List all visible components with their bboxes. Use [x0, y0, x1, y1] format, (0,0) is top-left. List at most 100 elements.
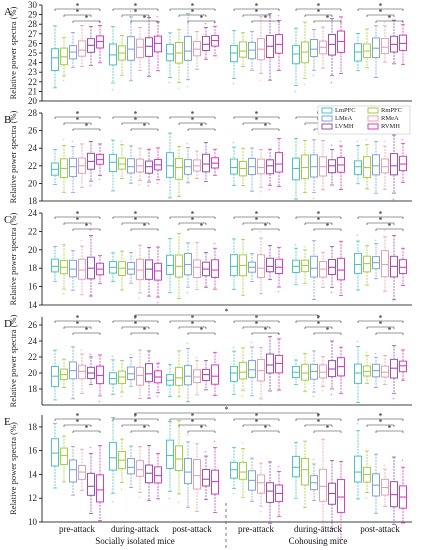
- y-tick-label: 16: [28, 282, 38, 292]
- box-LVMH: [145, 350, 153, 399]
- box-RVMH: +: [154, 246, 162, 306]
- outlier: +: [303, 245, 306, 250]
- significance-star: *: [379, 320, 383, 329]
- between-group-bracket: *: [134, 405, 319, 417]
- box-RmPFC: [301, 440, 309, 508]
- outlier: +: [330, 291, 333, 296]
- significance-star: *: [85, 326, 89, 335]
- outlier: +: [186, 86, 189, 91]
- box-iqr: [399, 34, 407, 51]
- box-RMeA: [193, 242, 201, 291]
- significance-star: *: [76, 116, 80, 125]
- y-axis-label: Relative power spectra (%): [8, 6, 18, 99]
- significance-bracket: *: [130, 326, 159, 335]
- box-RVMH: [337, 240, 345, 296]
- outlier: +: [374, 239, 377, 244]
- box-iqr: [166, 254, 174, 275]
- box-LMeA: +: [184, 242, 192, 296]
- y-tick-label: 29: [28, 10, 38, 20]
- outlier: +: [312, 395, 315, 400]
- legend-swatch-LMeA: [321, 115, 333, 122]
- box-iqr: [51, 438, 59, 467]
- box-LVMH: [266, 13, 274, 81]
- outlier: +: [232, 142, 235, 147]
- box-LVMH: [145, 445, 153, 501]
- outlier: +: [168, 81, 171, 86]
- outlier: +: [392, 198, 395, 203]
- box-LmPFC: [166, 364, 174, 398]
- box-LmPFC: [292, 137, 300, 200]
- outlier: +: [120, 395, 123, 400]
- box-iqr: [145, 363, 153, 383]
- significance-bracket: *: [187, 14, 216, 23]
- box-LmPFC: +: [354, 422, 362, 500]
- significance-bracket: *: [187, 424, 216, 433]
- legend-swatch-LmPFC: [321, 107, 333, 114]
- box-LmPFC: [109, 139, 117, 192]
- group-label-isolated: Socially isolated mice: [95, 536, 174, 546]
- significance-bracket: *: [121, 418, 150, 427]
- box-iqr: [78, 40, 86, 57]
- box-RMeA: +: [193, 356, 201, 396]
- y-tick-label: 28: [28, 19, 38, 29]
- box-iqr: [145, 37, 153, 57]
- significance-star: *: [326, 424, 330, 433]
- significance-bracket: *: [130, 14, 159, 23]
- significance-star: *: [134, 412, 138, 421]
- significance-star: *: [134, 320, 138, 329]
- box-iqr: [381, 158, 389, 174]
- box-RVMH: +: [275, 465, 283, 517]
- significance-bracket: *: [375, 222, 404, 231]
- outlier: +: [303, 83, 306, 88]
- significance-star: *: [264, 424, 268, 433]
- box-RmPFC: +: [363, 351, 371, 384]
- box-RMeA: +: [257, 346, 265, 408]
- box-LmPFC: +: [230, 346, 238, 395]
- box-iqr: [184, 457, 192, 485]
- x-condition-label: post-attack: [360, 524, 400, 534]
- box-LMeA: +: [372, 353, 380, 388]
- y-tick-label: 10: [28, 517, 38, 527]
- outlier: +: [177, 501, 180, 506]
- box-RMeA: [319, 26, 327, 69]
- significance-star: *: [76, 2, 80, 11]
- box-RmPFC: +: [301, 21, 309, 88]
- box-iqr: [109, 153, 117, 172]
- box-RVMH: +: [399, 459, 407, 524]
- significance-star: *: [317, 412, 321, 421]
- outlier: +: [383, 21, 386, 26]
- y-tick-label: 26: [28, 320, 38, 330]
- box-iqr: [275, 354, 283, 374]
- y-tick-label: 18: [28, 196, 38, 206]
- box-iqr: [266, 159, 274, 175]
- box-LMeA: +: [310, 139, 318, 202]
- box-RmPFC: [301, 353, 309, 393]
- box-LmPFC: [51, 149, 59, 185]
- legend-label-LVMH: LVMH: [335, 123, 354, 130]
- significance-bracket: *: [304, 216, 333, 225]
- significance-bracket: *: [63, 116, 92, 125]
- box-RmPFC: [175, 350, 183, 398]
- box-RmPFC: [118, 250, 126, 291]
- outlier: +: [138, 297, 141, 302]
- significance-star: *: [255, 314, 259, 323]
- y-tick-label: 18: [28, 263, 38, 273]
- box-LVMH: +: [328, 144, 336, 186]
- box-RMeA: [136, 349, 144, 399]
- significance-star: *: [379, 412, 383, 421]
- outlier: +: [365, 138, 368, 143]
- outlier: +: [213, 22, 216, 27]
- y-tick-label: 27: [28, 29, 38, 39]
- significance-star: *: [317, 320, 321, 329]
- box-LmPFC: [51, 246, 59, 282]
- significance-star: *: [255, 8, 259, 17]
- y-axis-label: Relative power spectra (%): [8, 422, 18, 515]
- legend-swatch-RMeA: [367, 115, 379, 122]
- box-iqr: [184, 365, 192, 386]
- significance-star: *: [379, 2, 383, 11]
- box-LmPFC: +: [230, 29, 238, 87]
- significance-star: *: [191, 412, 195, 421]
- box-LMeA: [127, 145, 135, 184]
- box-iqr: [301, 154, 309, 180]
